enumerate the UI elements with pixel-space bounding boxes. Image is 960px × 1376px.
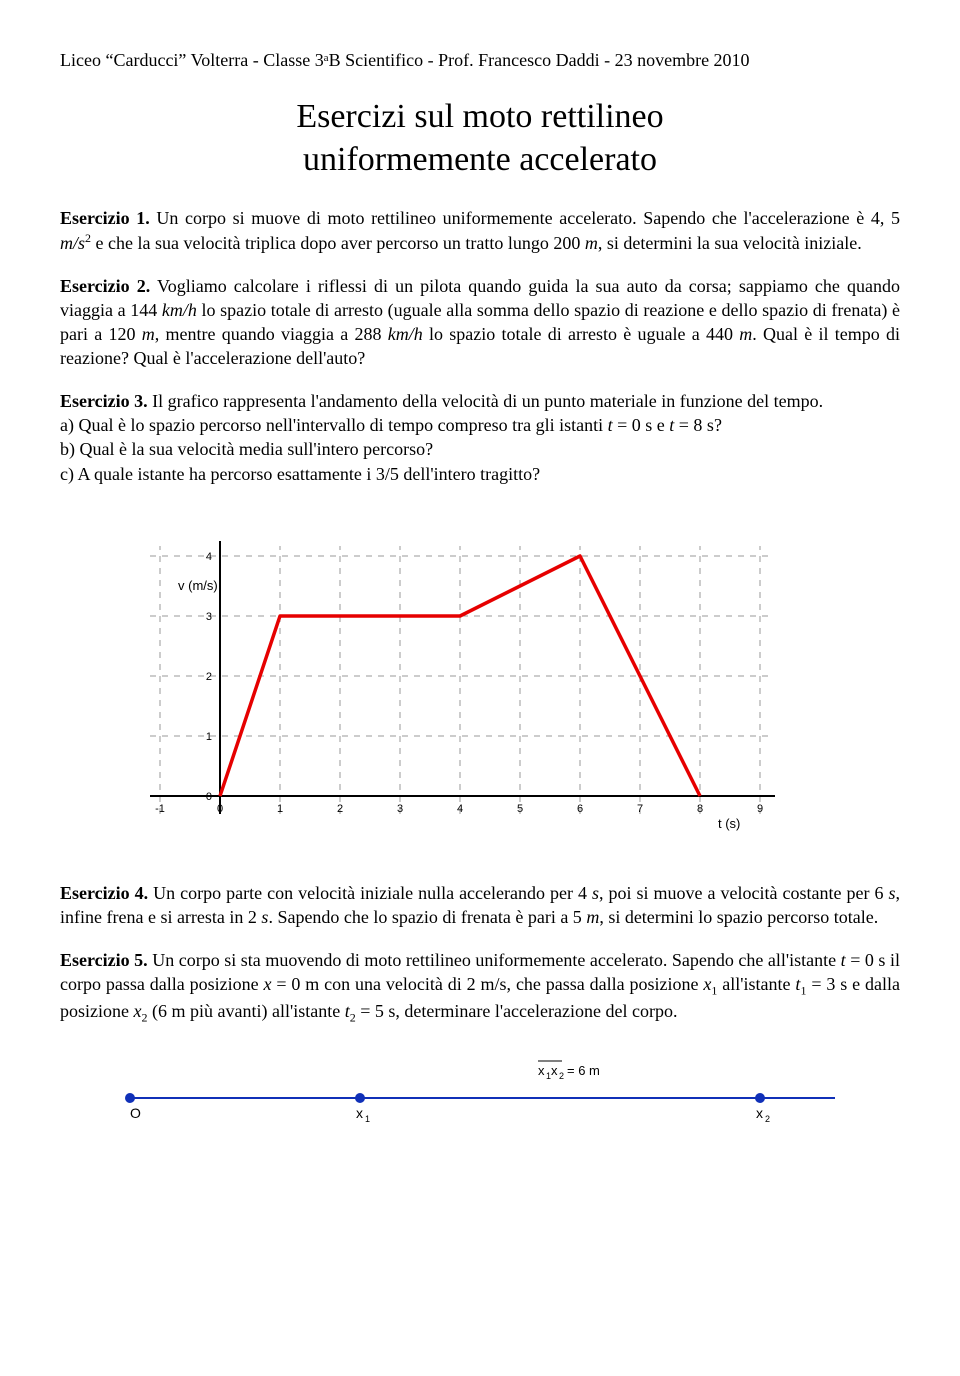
- svg-text:0: 0: [217, 803, 223, 815]
- exercise-2: Esercizio 2. Vogliamo calcolare i rifles…: [60, 274, 900, 371]
- ex5-text-g: = 5 s, determinare l'accelerazione del c…: [356, 1001, 678, 1021]
- ex3-text-a: Il grafico rappresenta l'andamento della…: [148, 391, 824, 411]
- title-line-2: uniformemente accelerato: [303, 141, 657, 178]
- svg-text:x: x: [551, 1063, 558, 1078]
- svg-text:2: 2: [559, 1071, 564, 1081]
- svg-text:= 6 m: = 6 m: [567, 1063, 600, 1078]
- ex1-text-a: Un corpo si muove di moto rettilineo uni…: [150, 208, 900, 228]
- exercise-4: Esercizio 4. Un corpo parte con velocità…: [60, 881, 900, 930]
- svg-text:x: x: [756, 1105, 763, 1121]
- exercise-1: Esercizio 1. Un corpo si muove di moto r…: [60, 206, 900, 256]
- chart-svg: -1 0 1 2 3 4 5 6 7 8 9 0 1 2 3 4 v (m/s) t (s): [120, 506, 840, 846]
- exercise-3: Esercizio 3. Il grafico rappresenta l'an…: [60, 389, 900, 486]
- svg-text:1: 1: [277, 803, 283, 815]
- ex2-unit-kmh-2: km/h: [388, 324, 423, 344]
- ex4-text: Un corpo parte con velocità iniziale nul…: [60, 883, 900, 927]
- ex3-eq0: = 0 s e: [613, 415, 670, 435]
- svg-text:v (m/s): v (m/s): [178, 578, 218, 593]
- svg-text:4: 4: [206, 551, 212, 563]
- svg-text:x: x: [538, 1063, 545, 1078]
- position-diagram: Ox1x2x1x2= 6 m: [120, 1043, 840, 1128]
- ex2-text-c: , mentre quando viaggia a 288: [155, 324, 388, 344]
- svg-text:O: O: [130, 1105, 141, 1121]
- svg-text:0: 0: [206, 791, 212, 803]
- svg-text:1: 1: [365, 1114, 370, 1123]
- ex2-label: Esercizio 2.: [60, 276, 150, 296]
- ex5-text-d: all'istante: [717, 974, 795, 994]
- ex3-qa: a) Qual è lo spazio percorso nell'interv…: [60, 415, 608, 435]
- ex3-label: Esercizio 3.: [60, 391, 148, 411]
- ex5-text-c: = 0 m con una velocità di 2 m/s, che pas…: [271, 974, 703, 994]
- diagram-svg: Ox1x2x1x2= 6 m: [120, 1043, 840, 1123]
- ex3-qb: b) Qual è la sua velocità media sull'int…: [60, 439, 433, 459]
- ex1-label: Esercizio 1.: [60, 208, 150, 228]
- svg-text:9: 9: [757, 803, 763, 815]
- svg-text:1: 1: [206, 731, 212, 743]
- svg-text:5: 5: [517, 803, 523, 815]
- svg-text:2: 2: [765, 1114, 770, 1123]
- title-line-1: Esercizi sul moto rettilineo: [296, 98, 663, 135]
- svg-text:7: 7: [637, 803, 643, 815]
- ex5-x2: x: [134, 1001, 142, 1021]
- ex1-text-b: e che la sua velocità triplica dopo aver…: [91, 233, 585, 253]
- svg-text:8: 8: [697, 803, 703, 815]
- ex3-qc: c) A quale istante ha percorso esattamen…: [60, 464, 540, 484]
- ex5-label: Esercizio 5.: [60, 950, 148, 970]
- svg-text:3: 3: [206, 611, 212, 623]
- svg-text:3: 3: [397, 803, 403, 815]
- velocity-time-chart: -1 0 1 2 3 4 5 6 7 8 9 0 1 2 3 4 v (m/s) t (s): [120, 506, 840, 851]
- ex4-label: Esercizio 4.: [60, 883, 148, 903]
- page-container: Liceo “Carducci” Volterra - Classe 3ᵃB S…: [0, 0, 960, 1158]
- ex5-text-f: (6 m più avanti) all'istante: [148, 1001, 345, 1021]
- ex2-unit-kmh-1: km/h: [162, 300, 197, 320]
- svg-text:2: 2: [206, 671, 212, 683]
- main-title: Esercizi sul moto rettilineo uniformemen…: [60, 96, 900, 181]
- ex3-eq8: = 8 s?: [674, 415, 722, 435]
- svg-text:4: 4: [457, 803, 463, 815]
- exercise-5: Esercizio 5. Un corpo si sta muovendo di…: [60, 948, 900, 1026]
- ex1-unit-m: m: [585, 233, 598, 253]
- svg-text:2: 2: [337, 803, 343, 815]
- svg-text:x: x: [356, 1105, 363, 1121]
- ex2-unit-m-2: m: [739, 324, 752, 344]
- ex2-unit-m-1: m: [142, 324, 155, 344]
- svg-text:6: 6: [577, 803, 583, 815]
- ex1-text-c: , si determini la sua velocità iniziale.: [598, 233, 862, 253]
- svg-text:-1: -1: [155, 803, 165, 815]
- ex5-text-a: Un corpo si sta muovendo di moto rettili…: [148, 950, 841, 970]
- ex2-text-d: lo spazio totale di arresto è uguale a 4…: [423, 324, 739, 344]
- svg-text:t (s): t (s): [718, 816, 740, 831]
- ex1-unit-ms: m/s: [60, 233, 85, 253]
- document-header: Liceo “Carducci” Volterra - Classe 3ᵃB S…: [60, 50, 900, 71]
